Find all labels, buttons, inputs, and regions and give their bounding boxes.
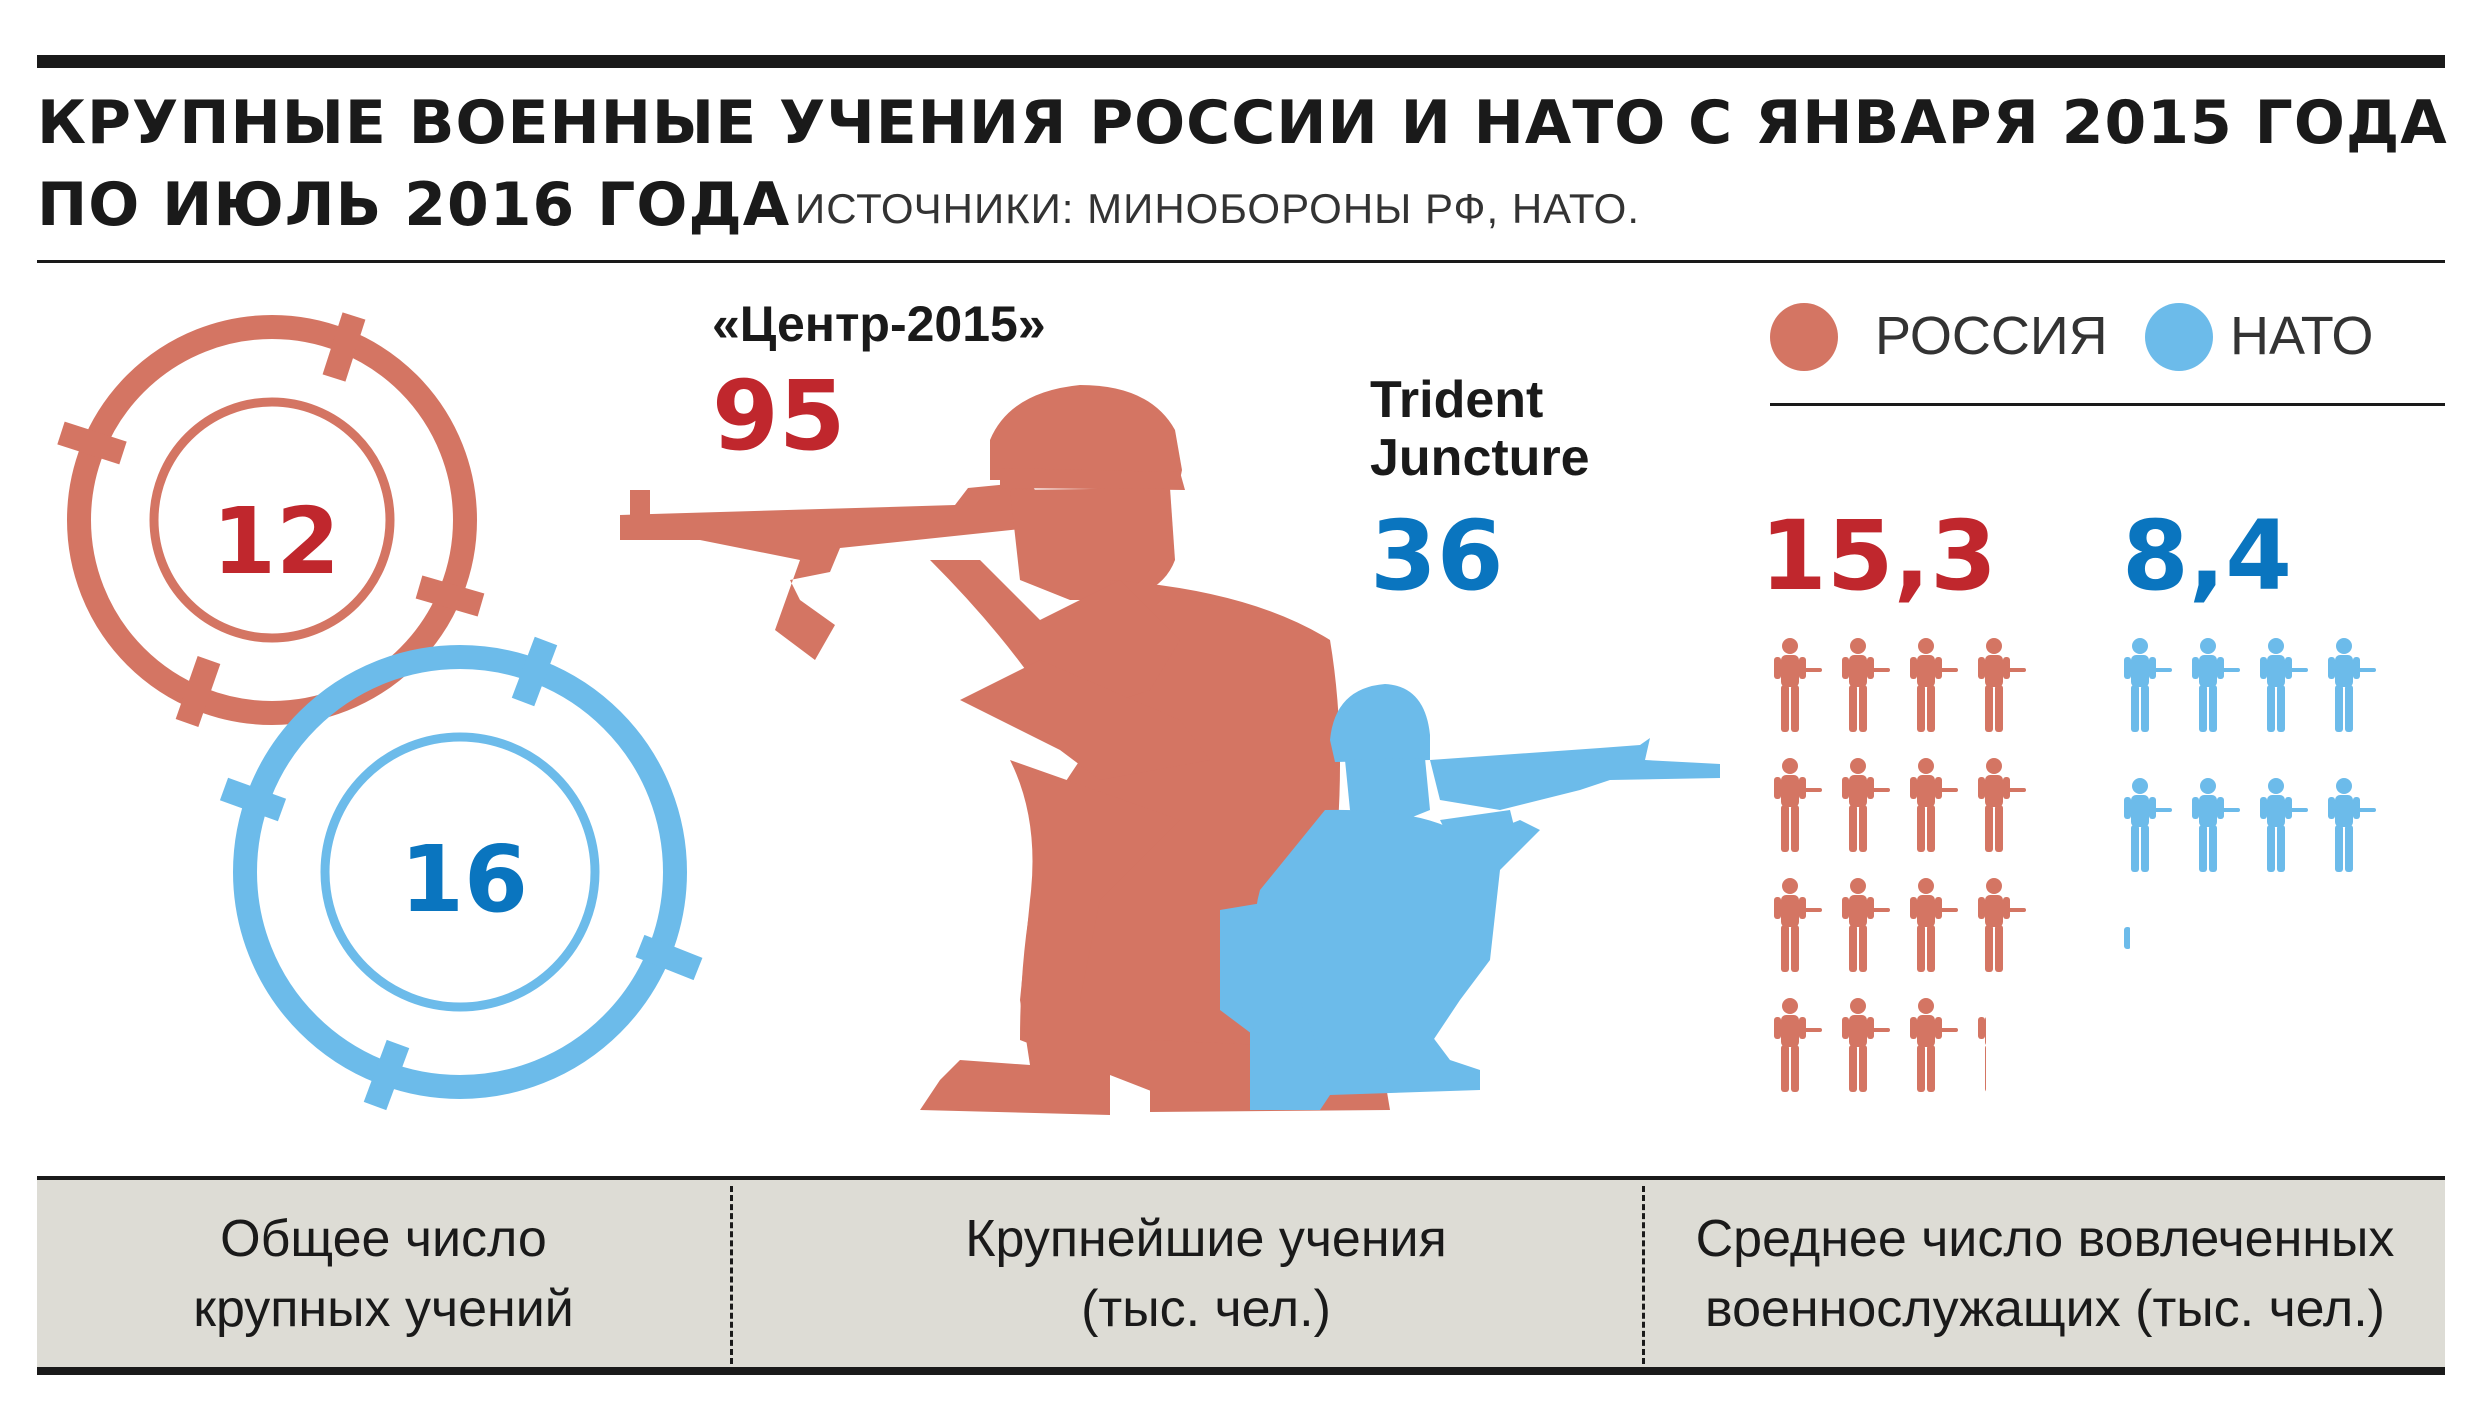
person-n7 <box>2260 778 2308 872</box>
person-r16-partial <box>1978 998 1986 1092</box>
person-r5 <box>1774 758 1822 852</box>
tick-n3 <box>363 1039 410 1111</box>
chart-title-line1: КРУПНЫЕ ВОЕННЫЕ УЧЕНИЯ РОССИИ И НАТО С Я… <box>37 88 2448 158</box>
person-r2 <box>1842 638 1890 732</box>
target-russia-ticks <box>57 312 485 727</box>
value-nato-largest: 36 <box>1370 500 1504 612</box>
legend-label-nato: НАТО <box>2230 306 2374 366</box>
person-n8 <box>2328 778 2376 872</box>
person-n5 <box>2124 778 2172 872</box>
exercise-name-nato-line1: Trident <box>1370 371 1544 429</box>
person-r9 <box>1774 878 1822 972</box>
exercise-name-russia: «Центр-2015» <box>712 296 1046 352</box>
person-r1 <box>1774 638 1822 732</box>
category-average-troops: Среднее число вовлеченных военнослужащих … <box>1695 1209 2395 1338</box>
person-r14 <box>1842 998 1890 1092</box>
tick-n1 <box>511 636 558 707</box>
value-nato-avg: 8,4 <box>2122 500 2293 612</box>
legend-rule <box>1770 403 2445 406</box>
value-russia-largest: 95 <box>712 360 846 472</box>
tick-r4 <box>175 656 221 727</box>
value-russia-count: 12 <box>212 488 341 595</box>
person-r15 <box>1910 998 1958 1092</box>
person-n9-partial <box>2124 908 2130 1002</box>
person-r7 <box>1910 758 1958 852</box>
soldier-nato <box>1220 684 1720 1110</box>
person-n4 <box>2328 638 2376 732</box>
chart-title-line2: ПО ИЮЛЬ 2016 ГОДА <box>37 170 791 240</box>
top-bar <box>37 55 2445 68</box>
category-largest-exercises: Крупнейшие учения (тыс. чел.) <box>965 1209 1447 1338</box>
person-r3 <box>1910 638 1958 732</box>
person-r13 <box>1774 998 1822 1092</box>
pictogram-nato <box>2124 638 2376 1002</box>
footer-divider-1 <box>730 1186 733 1364</box>
footer-divider-2 <box>1642 1186 1645 1364</box>
legend-label-russia: РОССИЯ <box>1875 306 2108 366</box>
exercise-name-nato-line2: Juncture <box>1370 429 1590 487</box>
category-footer: Общее число крупных учений Крупнейшие уче… <box>37 1176 2445 1375</box>
person-r12 <box>1978 878 2026 972</box>
category-total-exercises: Общее число крупных учений <box>193 1209 574 1338</box>
person-r10 <box>1842 878 1890 972</box>
tick-r2 <box>322 312 366 382</box>
tick-n4 <box>219 777 287 822</box>
person-r8 <box>1978 758 2026 852</box>
header-rule <box>37 260 2445 263</box>
person-r6 <box>1842 758 1890 852</box>
person-n1 <box>2124 638 2172 732</box>
target-nato-ticks <box>219 636 703 1111</box>
person-r11 <box>1910 878 1958 972</box>
value-russia-avg: 15,3 <box>1760 500 1997 612</box>
pictogram-russia <box>1774 638 2026 1092</box>
legend-dot-nato <box>2145 303 2213 371</box>
value-nato-count: 16 <box>400 826 529 933</box>
tick-r3 <box>415 575 485 617</box>
source-note: ИСТОЧНИКИ: МИНОБОРОНЫ РФ, НАТО. <box>795 185 1640 232</box>
person-r4 <box>1978 638 2026 732</box>
tick-r1 <box>57 421 127 465</box>
person-n3 <box>2260 638 2308 732</box>
target-nato <box>233 645 687 1099</box>
tick-n2 <box>635 934 703 981</box>
person-n2 <box>2192 638 2240 732</box>
target-russia <box>67 315 477 725</box>
legend-dot-russia <box>1770 303 1838 371</box>
person-n6 <box>2192 778 2240 872</box>
